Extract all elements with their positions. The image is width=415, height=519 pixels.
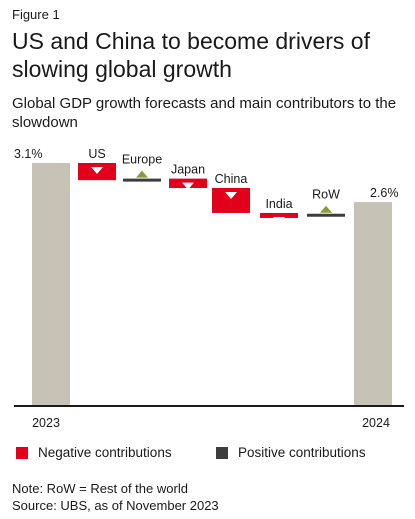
category-label-us: US [88, 147, 105, 161]
x-label-2024: 2024 [362, 416, 390, 430]
legend-positive: Positive contributions [216, 445, 366, 460]
chart-title: US and China to become drivers of slowin… [12, 28, 370, 82]
arrow-down-china [225, 191, 237, 199]
value-label-2023: 3.1% [14, 147, 43, 161]
footnotes: Note: RoW = Rest of the world Source: UB… [12, 480, 219, 514]
bar-start-2023 [32, 163, 70, 405]
arrow-down-us [91, 167, 103, 174]
arrow-up-europe [136, 170, 148, 178]
legend-positive-swatch [216, 446, 228, 459]
note-text: Note: RoW = Rest of the world [12, 481, 188, 496]
figure-label: Figure 1 [12, 7, 60, 22]
bar-india [260, 212, 298, 218]
source-text: Source: UBS, as of November 2023 [12, 498, 219, 513]
waterfall-chart: 3.1% 2023 US Europe Japan China India RoW 2.6% 20… [14, 147, 404, 430]
arrow-up-row [320, 205, 332, 213]
arrow-down-japan [182, 182, 194, 190]
bar-china [212, 187, 250, 213]
value-label-2024: 2.6% [370, 186, 399, 200]
category-label-china: China [215, 172, 248, 186]
legend-negative-swatch [16, 446, 28, 459]
arrow-down-india [273, 216, 285, 224]
bar-row [307, 213, 345, 217]
category-label-japan: Japan [171, 163, 205, 177]
legend-negative: Negative contributions [16, 445, 172, 460]
chart-subtitle: Global GDP growth forecasts and main con… [12, 95, 397, 131]
category-label-row: RoW [312, 188, 340, 202]
bar-europe [123, 178, 161, 182]
x-label-2023: 2023 [32, 416, 60, 430]
category-label-india: India [265, 197, 292, 211]
category-label-europe: Europe [122, 153, 162, 167]
legend-positive-label: Positive contributions [238, 445, 366, 460]
bar-end-2024 [354, 202, 392, 405]
legend-negative-label: Negative contributions [38, 445, 172, 460]
